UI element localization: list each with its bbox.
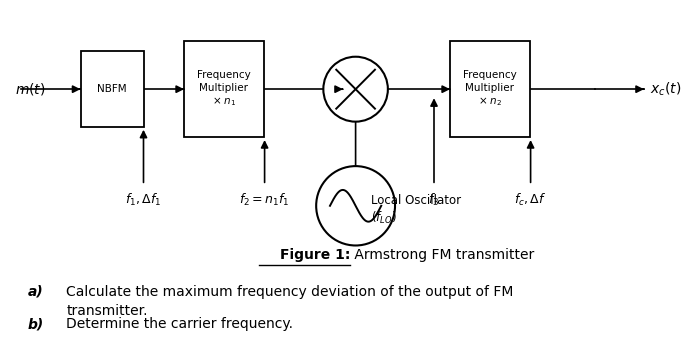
Text: Armstrong FM transmitter: Armstrong FM transmitter <box>350 248 534 262</box>
Bar <box>183 41 265 137</box>
Text: Determine the carrier frequency.: Determine the carrier frequency. <box>66 317 293 331</box>
Text: $(f_{LO})$: $(f_{LO})$ <box>371 210 397 226</box>
Text: $f_3$: $f_3$ <box>428 192 440 208</box>
Ellipse shape <box>323 57 388 122</box>
Text: Frequency
Multiplier
× $n_2$: Frequency Multiplier × $n_2$ <box>463 70 517 108</box>
Bar <box>80 51 144 127</box>
Text: a): a) <box>28 285 43 299</box>
Bar <box>449 41 531 137</box>
Text: Figure 1:: Figure 1: <box>279 248 350 262</box>
Text: $x_c(t)$: $x_c(t)$ <box>650 81 681 98</box>
Text: Frequency
Multiplier
× $n_1$: Frequency Multiplier × $n_1$ <box>197 70 251 108</box>
Text: Local Oscillator: Local Oscillator <box>371 194 461 207</box>
Text: $f_2 = n_1 f_1$: $f_2 = n_1 f_1$ <box>239 192 290 208</box>
Text: NBFM: NBFM <box>97 84 127 94</box>
Text: $m(t)$: $m(t)$ <box>15 81 46 97</box>
Text: Calculate the maximum frequency deviation of the output of FM
transmitter.: Calculate the maximum frequency deviatio… <box>66 285 514 318</box>
Ellipse shape <box>316 166 395 246</box>
Text: $f_c, \Delta f$: $f_c, \Delta f$ <box>514 192 547 208</box>
Text: b): b) <box>28 317 44 331</box>
Text: $f_1, \Delta f_1$: $f_1, \Delta f_1$ <box>125 192 162 208</box>
